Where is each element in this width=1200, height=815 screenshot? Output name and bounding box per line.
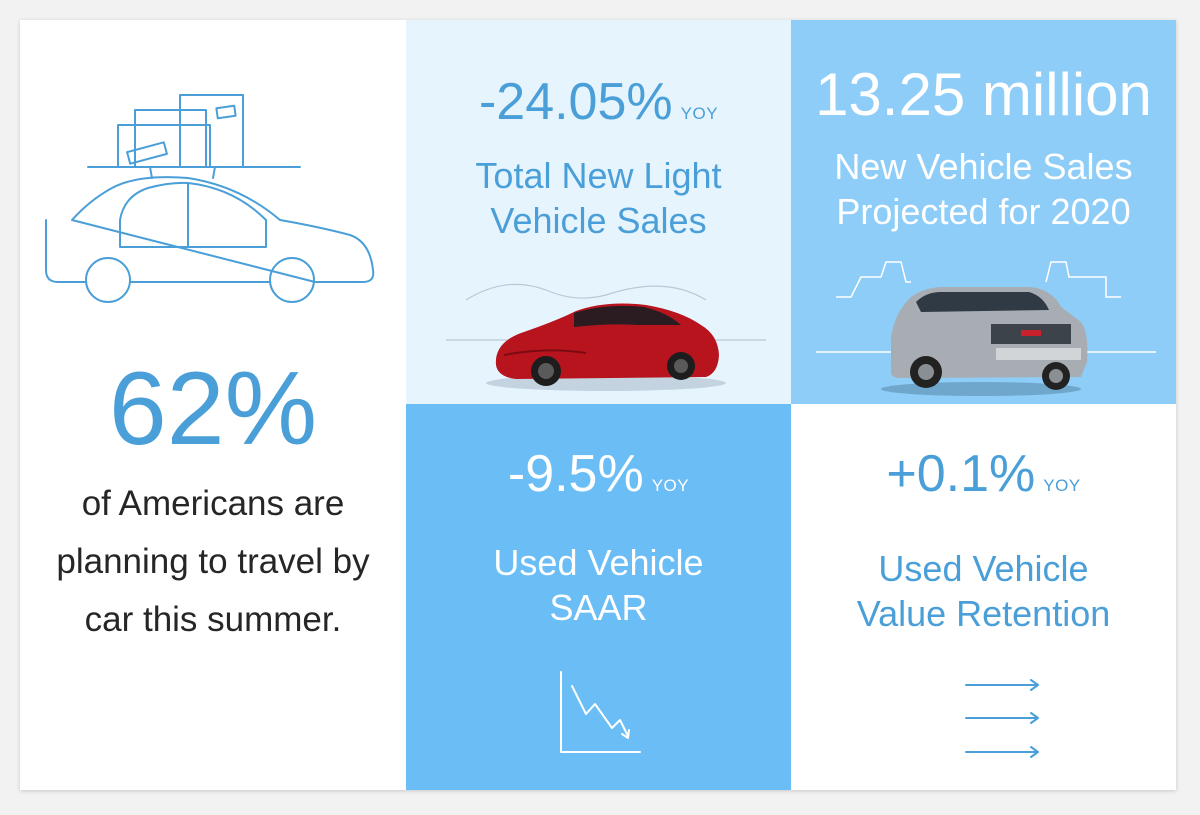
projected-sales-stat: 13.25 million — [815, 61, 1152, 128]
infographic-card: 62% of Americans are planning to travel … — [20, 20, 1176, 790]
label-line: Used Vehicle — [878, 548, 1089, 589]
used-saar-stat: -9.5% YOY — [406, 444, 791, 504]
label-line: Vehicle Sales — [490, 200, 707, 241]
travel-description-line: car this summer. — [84, 600, 342, 639]
travel-description-line: of Americans are — [81, 484, 345, 523]
used-saar-value: -9.5% — [507, 445, 644, 503]
value-retention-label: Used Vehicle Value Retention — [791, 546, 1176, 636]
label-line: Projected for 2020 — [836, 191, 1131, 232]
red-sedan-image — [446, 283, 766, 391]
declining-chart-icon — [560, 671, 641, 753]
used-saar-label: Used Vehicle SAAR — [406, 540, 791, 630]
new-light-sales-label: Total New Light Vehicle Sales — [406, 153, 791, 243]
new-light-sales-value: -24.05% — [478, 73, 673, 131]
silver-suv-image — [816, 261, 1156, 396]
car-with-luggage-icon — [45, 94, 375, 303]
panel-used-vehicle-saar: -9.5% YOY Used Vehicle SAAR — [406, 404, 791, 790]
label-line: Used Vehicle — [493, 542, 704, 583]
travel-description-line: planning to travel by — [56, 542, 370, 581]
label-line: Value Retention — [856, 593, 1111, 634]
label-line: SAAR — [549, 587, 648, 628]
travel-percent: 62% — [108, 351, 318, 467]
panel-travel-stat: 62% of Americans are planning to travel … — [20, 20, 406, 790]
panel-projected-sales: 13.25 million New Vehicle Sales Projecte… — [791, 20, 1176, 404]
projected-sales-label: New Vehicle Sales Projected for 2020 — [791, 144, 1176, 234]
new-light-sales-stat: -24.05% YOY — [406, 72, 791, 132]
yoy-unit: YOY — [651, 476, 690, 495]
panel-new-light-vehicle-sales: -24.05% YOY Total New Light Vehicle Sales — [406, 20, 791, 404]
value-retention-stat: +0.1% YOY — [791, 444, 1176, 504]
label-line: Total New Light — [475, 155, 722, 196]
yoy-unit: YOY — [1043, 476, 1081, 495]
yoy-unit: YOY — [680, 104, 719, 123]
panel-value-retention: +0.1% YOY Used Vehicle Value Retention — [791, 404, 1176, 790]
travel-description: of Americans are planning to travel by c… — [20, 475, 406, 649]
steady-arrows-icon — [965, 679, 1039, 758]
label-line: New Vehicle Sales — [834, 146, 1133, 187]
value-retention-value: +0.1% — [886, 445, 1036, 503]
